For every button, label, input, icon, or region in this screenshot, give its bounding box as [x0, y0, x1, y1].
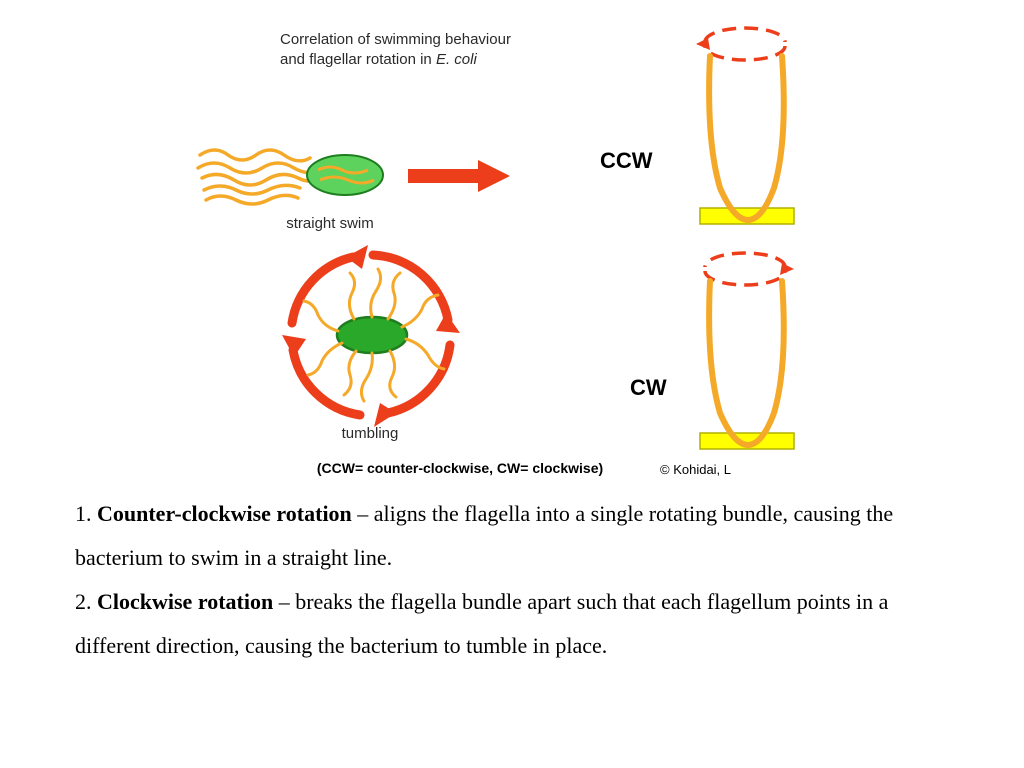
body-item-1: 1. Counter-clockwise rotation – aligns t… [75, 492, 955, 580]
cw-label: CW [630, 375, 667, 401]
figure-title: Correlation of swimming behaviour and fl… [280, 30, 590, 71]
diagram-area: Correlation of swimming behaviour and fl… [230, 20, 790, 490]
ccw-bundle-graphic [670, 20, 820, 230]
item1-bold: Counter-clockwise rotation [97, 501, 352, 526]
cw-bundle-graphic [670, 245, 820, 455]
body-item-2: 2. Clockwise rotation – breaks the flage… [75, 580, 955, 668]
swim-graphic [190, 120, 530, 230]
legend-text: (CCW= counter-clockwise, CW= clockwise) [260, 460, 660, 476]
title-line-2b: E. coli [436, 51, 477, 68]
item2-bold: Clockwise rotation [97, 589, 273, 614]
copyright-text: © Kohidai, L [660, 462, 731, 477]
title-line-1: Correlation of swimming behaviour [280, 31, 511, 48]
swim-label: straight swim [250, 215, 410, 232]
tumble-label: tumbling [290, 425, 450, 442]
item1-num: 1. [75, 501, 97, 526]
ccw-label: CCW [600, 148, 653, 174]
title-line-2a: and flagellar rotation in [280, 51, 436, 68]
item2-num: 2. [75, 589, 97, 614]
body-text: 1. Counter-clockwise rotation – aligns t… [75, 492, 955, 668]
tumble-graphic [268, 235, 478, 435]
